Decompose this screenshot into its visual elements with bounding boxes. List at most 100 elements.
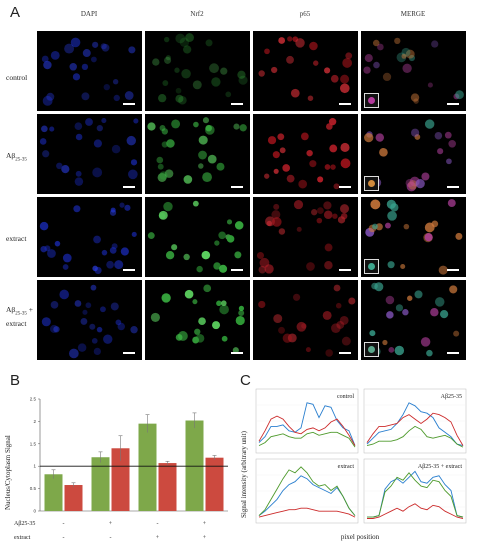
scale-bar [339,186,351,188]
sign-abeta-1: + [109,521,113,527]
micrograph-extract-dapi [37,197,142,277]
bar-nrf2-0 [44,474,63,511]
micrograph-abeta-extract-nrf2 [145,280,250,360]
y-tick-label: 2 [33,419,36,424]
micrograph-abeta-dapi [37,114,142,194]
panel-c-xlabel: pixel position [340,533,380,541]
micrograph-abeta-merge [361,114,466,194]
merge-inset [364,93,379,108]
sign-extract-2: + [156,535,160,541]
profile-line-red [258,415,356,446]
row-label-extract: extract [14,535,31,541]
merge-inset [364,259,379,274]
micrograph-extract-nrf2 [145,197,250,277]
y-tick-label: 0.5 [30,486,37,491]
scale-bar [123,186,135,188]
row-label-abeta: Aβ25-35 [6,151,27,163]
micrograph-abeta-extract-dapi [37,280,142,360]
row-label-control: control [6,73,28,82]
scale-bar [231,186,243,188]
scale-bar [123,269,135,271]
row-label-abeta: Aβ25-35 [14,521,35,527]
panel-b-letter: B [10,372,21,389]
bar-p65-3 [205,457,224,511]
sign-extract-0: - [63,535,65,541]
micrograph-control-dapi [37,31,142,111]
sign-extract-1: - [110,535,112,541]
profile-subplot-0: control [255,388,359,454]
micrograph-grid [37,31,466,360]
bar-p65-0 [64,485,83,511]
micrograph-abeta-extract-p65 [253,280,358,360]
row-label-abeta-extract: Aβ25-35 + extract [6,305,34,328]
profile-line-blue [366,402,464,447]
scale-bar [447,186,459,188]
micrograph-extract-merge [361,197,466,277]
profile-line-green [366,425,464,448]
micrograph-extract-p65 [253,197,358,277]
profile-subplot-2: extract [255,458,359,524]
y-tick-label: 0 [33,509,36,514]
y-tick-label: 1 [33,464,36,469]
profile-line-green [367,472,464,518]
merge-inset [364,176,379,191]
profile-subplot-3: Aβ25-35 + extract [363,458,467,524]
subplot-title: Aβ25-35 + extract [418,464,462,470]
scale-bar [123,352,135,354]
line-profile-charts: control Aβ25-35 extract Aβ25-35 + extract [255,388,467,524]
micrograph-abeta-nrf2 [145,114,250,194]
inset-cell [368,263,375,270]
inset-cell [368,346,375,353]
sign-abeta-3: + [203,521,207,527]
scale-bar [339,352,351,354]
inset-cell [368,180,375,187]
profile-line-blue [258,475,356,516]
scale-bar [447,103,459,105]
scale-bar [231,103,243,105]
bar-nrf2-1 [91,457,110,511]
column-header-p65: p65 [299,10,311,18]
y-tick-label: 1.5 [30,441,37,446]
profile-line-green [258,466,356,516]
panel-c-ylabel: Signal intensity (arbitrary unit) [240,431,248,518]
profile-line-blue [367,470,464,518]
panel-a-letter: A [10,4,21,21]
scale-bar [447,269,459,271]
scale-bar [231,269,243,271]
row-label-extract: extract [6,234,27,243]
scale-bar [447,352,459,354]
micrograph-control-p65 [253,31,358,111]
scale-bar [231,352,243,354]
column-header-merge: MERGE [400,10,426,18]
bar-nrf2-2 [138,423,157,511]
sign-abeta-0: - [63,521,65,527]
scale-bar [339,269,351,271]
merge-inset [364,342,379,357]
scale-bar [123,103,135,105]
subplot-title: control [337,394,354,400]
subplot-title: Aβ25-35 [441,394,462,400]
micrograph-abeta-p65 [253,114,358,194]
profile-line-green [258,431,356,448]
sign-extract-3: + [203,535,207,541]
micrograph-abeta-extract-merge [361,280,466,360]
bar-nrf2-3 [185,420,204,511]
panel-c-letter: C [240,372,251,389]
bar-chart: 0 0.5 1 1.5 2 2.5 Aβ25-35 extract - - + - - + + + [14,397,228,541]
subplot-title: extract [338,464,355,470]
bar-p65-1 [111,448,130,511]
micrograph-control-merge [361,31,466,111]
profile-line-red [366,412,464,446]
scale-bar [339,103,351,105]
column-header-dapi: DAPI [80,10,98,18]
y-tick-label: 2.5 [30,397,37,402]
inset-cell [368,97,375,104]
sign-abeta-2: - [157,521,159,527]
profile-subplot-1: Aβ25-35 [363,388,467,454]
micrograph-control-nrf2 [145,31,250,111]
bar-p65-2 [158,463,177,511]
profile-line-red [258,507,356,518]
profile-line-blue [258,402,356,446]
column-header-nrf2: Nrf2 [190,10,204,18]
profile-line-red [367,503,464,519]
